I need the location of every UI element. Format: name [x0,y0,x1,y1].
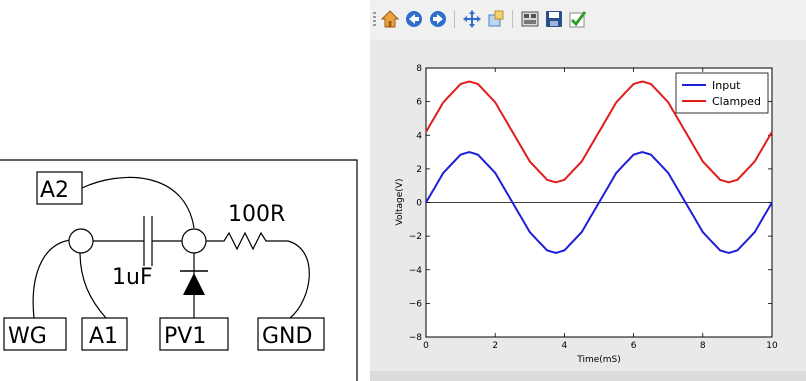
save-button[interactable] [544,9,564,29]
legend-label: Clamped [712,95,761,108]
edit-button[interactable] [568,9,588,29]
resistor-label: 100R [228,202,285,227]
circuit-schematic: A2 100R 1uF WG A1 PV1 GND [0,159,358,381]
x-tick-label: 6 [631,341,637,351]
move-icon [463,10,481,28]
schematic-frame [0,159,358,381]
x-tick-label: 8 [700,341,706,351]
forward-button[interactable] [428,9,448,29]
arrow-right-icon [430,11,446,27]
diode-triangle [183,273,205,295]
subplots-icon [521,11,539,27]
back-button[interactable] [404,9,424,29]
home-button[interactable] [380,9,400,29]
series-line-clamped [425,80,773,184]
subplots-button[interactable] [520,9,540,29]
floppy-disk-icon [546,11,562,27]
y-tick-label: 8 [416,64,422,74]
a2-box [36,171,83,205]
status-bar [370,371,806,381]
toolbar-separator [454,10,455,28]
gnd-box [257,317,325,351]
checkmark-icon [569,11,587,28]
home-icon [380,10,400,28]
x-tick-label: 10 [766,341,778,351]
navigation-toolbar [370,0,806,40]
wire-gnd [287,240,310,319]
legend-box [675,72,769,114]
y-tick-label: −8 [409,333,423,343]
capacitor-label: 1uF [112,265,153,290]
x-tick-label: 4 [562,341,568,351]
y-tick-label: 4 [416,131,422,141]
a1-box [81,317,128,351]
x-tick-label: 0 [423,341,429,351]
wg-box [3,317,67,351]
y-tick-label: −4 [409,266,423,276]
zoom-rect-icon [488,10,504,27]
pv1-box [159,317,229,351]
y-tick-label: −6 [409,299,423,309]
legend-label: Input [712,79,741,92]
toolbar-separator [512,10,513,28]
plot-window: 0 2 4 6 8 10 −8 −6 −4 −2 0 2 4 6 8 Input Clamped Time(m… [370,0,806,381]
y-tick-label: 0 [416,199,422,209]
a1-label: A1 [89,324,118,349]
a2-label: A2 [40,178,69,203]
wire-a1 [79,251,107,319]
wire-wg [32,239,71,319]
legend: Input Clamped [675,72,769,114]
x-tick-label: 2 [492,341,498,351]
zoom-button[interactable] [486,9,506,29]
pv1-label: PV1 [164,324,206,349]
pan-button[interactable] [462,9,482,29]
wire-a2 [81,176,195,229]
y-tick-label: 6 [416,98,422,108]
y-axis-label: Voltage(V) [395,179,405,226]
arrow-left-icon [406,11,422,27]
plot-area[interactable]: 0 2 4 6 8 10 −8 −6 −4 −2 0 2 4 6 8 Input Clamped Time(m… [370,40,806,371]
y-tick-label: 2 [416,165,422,175]
wg-label: WG [8,324,47,349]
node-left [68,228,94,254]
x-axis-label: Time(mS) [576,355,621,365]
node-right [181,228,207,254]
gnd-label: GND [262,324,312,349]
resistor-symbol [206,231,288,251]
toolbar-grip[interactable] [373,12,376,28]
y-tick-label: −2 [409,232,422,242]
series-line-input [425,151,773,254]
